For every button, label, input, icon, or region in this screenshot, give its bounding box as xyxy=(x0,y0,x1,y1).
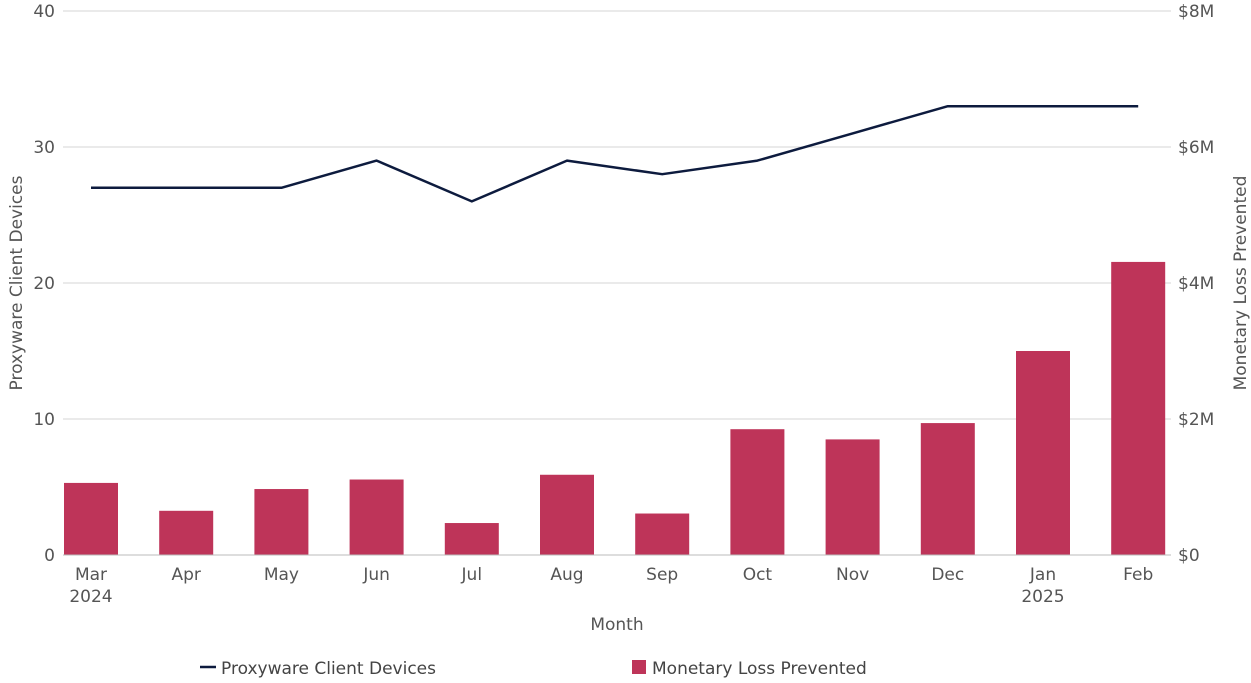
x-tick-label: May xyxy=(264,565,299,585)
legend-item-line[interactable]: Proxyware Client Devices xyxy=(200,659,436,679)
y-right-tick-label: $0 xyxy=(1178,546,1200,566)
bar xyxy=(349,479,404,555)
x-tick-label: Jul xyxy=(461,565,483,585)
bar xyxy=(920,423,975,555)
bar xyxy=(64,482,118,555)
y-left-tick-label: 40 xyxy=(33,2,55,22)
bar xyxy=(1111,261,1166,555)
bar xyxy=(159,510,214,555)
x-tick-label: Dec xyxy=(931,565,964,585)
x-tick-label: Sep xyxy=(646,565,678,585)
x-tick-label: Jan xyxy=(1029,565,1056,585)
line-series-proxyware-devices xyxy=(91,104,1139,203)
y-right-tick-label: $6M xyxy=(1178,138,1214,158)
legend-bar-swatch xyxy=(632,660,646,674)
y-left-tick-label: 20 xyxy=(33,274,55,294)
legend: Proxyware Client Devices Monetary Loss P… xyxy=(200,659,867,679)
x-tick-label: Mar xyxy=(75,565,107,585)
bar xyxy=(730,429,785,555)
legend-item-bar[interactable]: Monetary Loss Prevented xyxy=(632,659,867,679)
x-tick-sublabel: 2025 xyxy=(1021,587,1064,607)
bar xyxy=(635,513,690,555)
bar xyxy=(254,489,309,555)
x-tick-label: Aug xyxy=(550,565,583,585)
x-tick-sublabel: 2024 xyxy=(69,587,112,607)
legend-label-line: Proxyware Client Devices xyxy=(221,659,436,679)
bar xyxy=(1016,351,1070,555)
y-right-tick-label: $2M xyxy=(1178,410,1214,430)
x-tick-label: Nov xyxy=(836,565,869,585)
series-line xyxy=(91,104,1139,203)
gridlines xyxy=(63,10,1171,420)
legend-label-bar: Monetary Loss Prevented xyxy=(652,659,867,679)
y-right-tick-label: $4M xyxy=(1178,274,1214,294)
x-tick-label: Apr xyxy=(171,565,200,585)
y-right-tick-label: $8M xyxy=(1178,2,1214,22)
y-left-tick-label: 30 xyxy=(33,138,55,158)
x-axis-title: Month xyxy=(590,615,643,635)
x-tick-label: Oct xyxy=(743,565,773,585)
bar xyxy=(540,474,594,555)
y-axis-left-title: Proxyware Client Devices xyxy=(7,175,27,390)
y-axis-right-title: Monetary Loss Prevented xyxy=(1231,176,1251,391)
bar-series-monetary-loss xyxy=(64,261,1166,555)
y-left-tick-label: 10 xyxy=(33,410,55,430)
x-tick-label: Jun xyxy=(362,565,390,585)
y-left-tick-label: 0 xyxy=(44,546,55,566)
bar xyxy=(444,523,499,555)
bar xyxy=(825,439,880,555)
x-tick-label: Feb xyxy=(1123,565,1153,585)
